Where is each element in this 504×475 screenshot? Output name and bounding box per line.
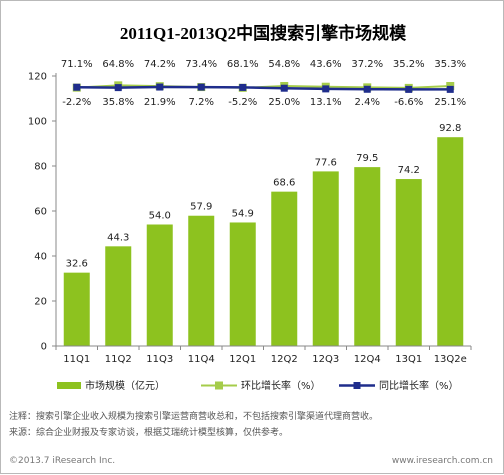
qoq-growth-label: 2.4%: [355, 97, 380, 108]
qoq-growth-label: 25.0%: [268, 97, 300, 108]
x-tick-label: 11Q1: [63, 354, 90, 365]
y-tick-label: 40: [34, 252, 47, 263]
yoy-growth-label: 43.6%: [310, 59, 342, 70]
legend-label-bar: 市场规模（亿元）: [85, 379, 165, 392]
legend-label-qoq: 环比增长率（%）: [241, 379, 321, 392]
yoy-growth-label: 35.2%: [393, 59, 425, 70]
yoy-growth-label: 71.1%: [61, 59, 93, 70]
bar: [63, 272, 90, 346]
yoy-growth-marker: [363, 85, 371, 93]
chart-title: 2011Q1-2013Q2中国搜索引擎市场规模: [120, 23, 407, 43]
yoy-growth-marker: [156, 83, 164, 91]
legend-label-yoy: 同比增长率（%）: [379, 379, 459, 392]
bar-value-label: 68.6: [273, 178, 295, 189]
qoq-growth-label: -6.6%: [394, 97, 423, 108]
y-tick-label: 80: [34, 162, 47, 173]
x-tick-label: 11Q3: [146, 354, 173, 365]
bar-value-label: 44.3: [107, 232, 129, 243]
x-axis: 11Q1 11Q2 11Q3 11Q4 12Q1 12Q2 12Q3 12Q4 13Q1 13Q2…: [55, 345, 472, 365]
yoy-growth-label: 68.1%: [227, 59, 259, 70]
qoq-growth-label: 21.9%: [144, 97, 176, 108]
y-tick-label: 20: [34, 297, 47, 308]
x-tick-label: 12Q3: [312, 354, 339, 365]
bar: [354, 167, 381, 346]
bar: [229, 222, 256, 346]
bar-value-label: 57.9: [190, 202, 212, 213]
legend-marker-qoq: [215, 381, 223, 390]
y-tick-label: 100: [28, 117, 47, 128]
qoq-growth-label: 25.1%: [434, 97, 466, 108]
yoy-growth-label: 74.2%: [144, 59, 176, 70]
x-tick-label: 12Q2: [271, 354, 298, 365]
qoq-growth-label: 35.8%: [102, 97, 134, 108]
y-tick-label: 0: [41, 342, 47, 353]
yoy-growth-label: 35.3%: [434, 59, 466, 70]
yoy-growth-marker: [73, 83, 81, 91]
copyright-text: ©2013.7 iResearch Inc.: [9, 456, 116, 466]
qoq-growth-label: -2.2%: [62, 97, 91, 108]
yoy-growth-label: 64.8%: [102, 59, 134, 70]
bar: [395, 179, 422, 346]
bar-value-label: 79.5: [356, 153, 378, 164]
yoy-growth-marker: [197, 83, 205, 91]
x-tick-label: 13Q2e: [434, 354, 467, 365]
source-text: 来源：综合企业财报及专家访谈，根据艾瑞统计模型核算，仅供参考。: [9, 428, 289, 438]
x-tick-label: 12Q4: [354, 354, 381, 365]
note-text: 注释：搜索引擎企业收入规模为搜索引擎运营商营收总和，不包括搜索引擎渠道代理商营收…: [9, 412, 379, 422]
yoy-growth-marker: [239, 83, 247, 91]
y-tick-label: 60: [34, 207, 47, 218]
bars: 32.6 44.3 54.0 57.9 54.9 68.6 77.6 79.5 74.2 92.8: [63, 123, 464, 346]
yoy-growth-marker: [405, 85, 413, 93]
x-tick-label: 11Q2: [105, 354, 132, 365]
yoy-growth-marker: [322, 85, 330, 93]
bar-value-label: 54.0: [149, 211, 171, 222]
qoq-growth-label: 7.2%: [189, 97, 214, 108]
yoy-growth-line: [76, 85, 451, 91]
qoq-growth-label: -5.2%: [228, 97, 257, 108]
yoy-growth-label: 73.4%: [185, 59, 217, 70]
bar: [105, 246, 132, 346]
qoq-growth-label: 13.1%: [310, 97, 342, 108]
bar: [312, 171, 339, 346]
bar-value-label: 74.2: [398, 165, 420, 176]
bar-value-label: 32.6: [66, 259, 88, 270]
bar: [437, 137, 464, 346]
yoy-growth-marker: [114, 84, 122, 92]
x-tick-label: 12Q1: [229, 354, 256, 365]
bar-value-label: 92.8: [439, 123, 461, 134]
legend-swatch-bar: [57, 382, 81, 389]
y-axis: 0 20 40 60 80 100 120: [28, 72, 57, 353]
legend-marker-yoy: [353, 382, 361, 389]
x-tick-label: 13Q1: [395, 354, 422, 365]
yoy-growth-label: 54.8%: [268, 59, 300, 70]
x-tick-label: 11Q4: [188, 354, 215, 365]
bar: [188, 215, 215, 346]
website-text: www.iresearch.com.cn: [391, 456, 493, 466]
lines: 71.1% 64.8% 74.2% 73.4% 68.1% 54.8% 43.6% 37.2%…: [61, 59, 466, 108]
y-tick-label: 120: [28, 72, 47, 83]
bar: [146, 224, 173, 346]
bar-value-label: 54.9: [232, 208, 254, 219]
bar-value-label: 77.6: [315, 157, 337, 168]
bar: [271, 191, 298, 346]
yoy-growth-marker: [280, 84, 288, 92]
legend: 市场规模（亿元） 环比增长率（%） 同比增长率（%）: [57, 379, 459, 392]
yoy-growth-label: 37.2%: [351, 59, 383, 70]
yoy-growth-marker: [446, 85, 454, 93]
